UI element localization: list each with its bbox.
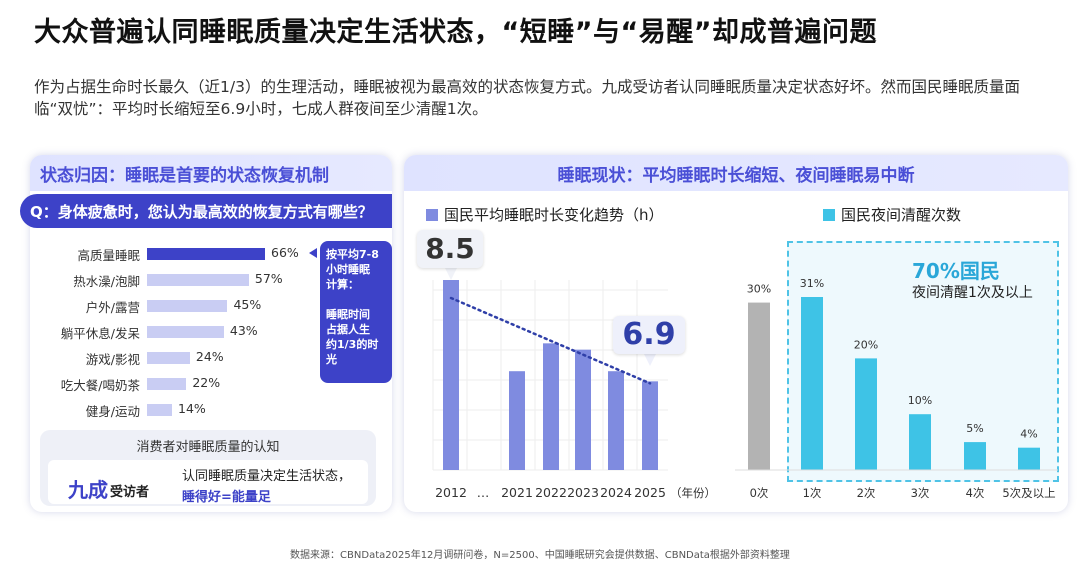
wake-desc: 夜间清醒1次及以上 (912, 285, 1033, 301)
bar-category-label: 游戏/影视 (85, 352, 140, 367)
left-header-main: 睡眠是首要的状态恢复机制 (125, 165, 329, 186)
recovery-bar (147, 300, 228, 312)
bar-category-label: 躺平休息/发呆 (60, 326, 140, 341)
sleep-time-callout: 按平均7-8 小时睡眠计算： 睡眠时间占据人生约1/3的时光 (320, 241, 392, 383)
bar-value-label: 22% (192, 375, 221, 390)
intro-text: 作为占据生命时长最久（近1/3）的生理活动，睡眠被视为最高效的状态恢复方式。九成… (34, 78, 1020, 118)
legend-wake-label: 国民夜间清醒次数 (841, 206, 962, 224)
wake-value-label: 30% (747, 283, 771, 296)
wake-value-label: 5% (966, 422, 983, 435)
question-bar: Q：身体疲惫时，您认为最高效的恢复方式有哪些？ (20, 194, 392, 228)
bar-category-label: 高质量睡眠 (77, 248, 140, 263)
duration-xlabel: （年份） (670, 486, 716, 500)
wake-bar (855, 358, 877, 470)
perception-small-text: 受访者 (110, 485, 150, 500)
wake-category-label: 0次 (750, 486, 769, 500)
duration-bar (642, 381, 658, 470)
bar-value-label: 45% (233, 297, 262, 312)
recovery-bar (147, 352, 190, 364)
wake-category-label: 2次 (857, 486, 876, 500)
bar-category-label: 户外/露营 (85, 300, 140, 315)
label-2025-pointer-icon (644, 354, 656, 366)
wake-bar (909, 414, 931, 470)
bar-value-label: 66% (271, 245, 299, 260)
perception-inner (48, 460, 368, 504)
bar-value-label: 24% (195, 349, 224, 364)
callout-line: 计算： (326, 278, 359, 291)
wake-category-label: 4次 (966, 486, 985, 500)
right-header-main: 平均睡眠时长缩短、夜间睡眠易中断 (642, 165, 915, 186)
bar-category-label: 热水澡/泡脚 (73, 274, 140, 289)
wake-value-label: 10% (908, 394, 932, 407)
bar-category-label: 吃大餐/喝奶茶 (60, 378, 140, 393)
perception-title: 消费者对睡眠质量的认知 (136, 440, 280, 455)
perception-big-text: 九成 (68, 478, 108, 502)
trend-line (449, 296, 652, 385)
legend-duration-swatch (426, 209, 438, 221)
duration-bar (509, 371, 525, 470)
wake-bar (748, 302, 770, 470)
duration-year-label: 2012 (435, 485, 467, 500)
callout-line: 睡眠时间 (326, 308, 370, 321)
callout-arrow-icon (309, 248, 317, 258)
wake-bar (964, 442, 986, 470)
bar-category-label: 健身/运动 (85, 404, 140, 419)
data-source: 数据来源：CBNData2025年12月调研问卷，N=2500、中国睡眠研究会提… (290, 550, 790, 561)
wake-category-label: 1次 (803, 486, 822, 500)
recovery-bar (147, 378, 187, 390)
duration-bar (443, 280, 459, 470)
page-title: 大众普遍认同睡眠质量决定生活状态，“短睡”与“易醒”却成普遍问题 (34, 17, 877, 48)
legend-wake-swatch (823, 209, 835, 221)
wake-category-label: 3次 (911, 486, 930, 500)
callout-line: 按平均7-8 (326, 248, 379, 261)
wake-value-label: 4% (1020, 428, 1037, 441)
duration-year-label: … (477, 485, 490, 500)
wake-category-label: 5次及以上 (1002, 486, 1055, 500)
perception-desc-highlight: 睡得好=能量足 (182, 490, 271, 505)
recovery-bar (147, 326, 224, 338)
recovery-bar (147, 404, 173, 416)
right-panel-header: 睡眠现状： 平均睡眠时长缩短、夜间睡眠易中断 (404, 155, 1068, 191)
callout-line: 光 (326, 353, 337, 366)
bar-value-label: 57% (254, 271, 283, 286)
wake-value-label: 20% (854, 338, 878, 351)
label-2012-pointer-icon (445, 268, 457, 280)
duration-year-label: 2024 (600, 485, 632, 500)
recovery-bar (147, 274, 249, 286)
label-2025-big: 6.9 (613, 316, 685, 354)
bar-value-label: 14% (178, 401, 206, 416)
duration-year-label: 2025 (634, 485, 666, 500)
left-header-prefix: 状态归因： (40, 165, 125, 186)
duration-bar (608, 371, 624, 470)
callout-line: 约1/3的时 (326, 338, 379, 351)
bar-value-label: 43% (229, 323, 258, 338)
duration-bar (543, 343, 559, 470)
recovery-bar (147, 248, 265, 260)
label-2012-big: 8.5 (417, 230, 483, 268)
callout-line: 占据人生 (326, 323, 370, 336)
wake-percent: 70%国民 (912, 259, 1000, 283)
duration-year-label: 2022 (535, 485, 567, 500)
legend-duration-label: 国民平均睡眠时长变化趋势（h） (444, 206, 664, 224)
duration-year-label: 2023 (567, 485, 599, 500)
right-header-prefix: 睡眠现状： (557, 165, 643, 186)
left-panel-header: 状态归因： 睡眠是首要的状态恢复机制 (30, 155, 392, 191)
duration-bar (575, 349, 591, 470)
wake-bar (1018, 447, 1040, 470)
callout-line: 小时睡眠 (326, 263, 370, 276)
wake-value-label: 31% (800, 277, 824, 290)
wake-bar (801, 297, 823, 470)
duration-year-label: 2021 (501, 485, 533, 500)
perception-desc: 认同睡眠质量决定生活状态， (182, 469, 352, 484)
